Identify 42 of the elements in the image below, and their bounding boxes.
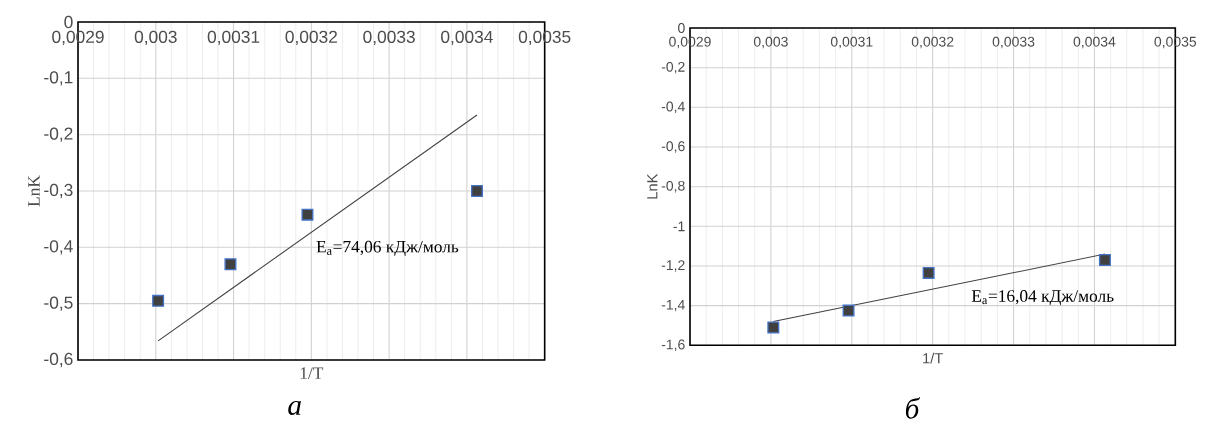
y-tick-label: -0,4	[661, 101, 685, 114]
x-tick-label: 0,003	[134, 30, 177, 46]
y-tick-label: -1	[673, 221, 685, 232]
x-tick-label: 0,0034	[441, 30, 493, 46]
y-tick-label: -0,4	[44, 240, 73, 255]
annotation: E$_{a}$=74,06 кДж/моль	[316, 240, 459, 257]
y-axis-title: LnK	[28, 175, 40, 207]
point	[471, 184, 483, 197]
x-tick-label: 0,0032	[911, 36, 954, 49]
point	[224, 258, 237, 271]
y-tick-label: -0,5	[44, 296, 73, 311]
annotation: E$_{a}$=16,04 кДж/моль	[971, 290, 1114, 306]
y-axis-title: LnK	[647, 173, 658, 199]
x-tick-label: 0,0033	[363, 30, 415, 46]
point	[1098, 254, 1111, 267]
x-tick-label: 0,0031	[207, 30, 260, 46]
y-tick-label: -0,2	[661, 61, 685, 74]
x-tick-label: 0,0033	[992, 36, 1035, 49]
y-tick-label: -0,2	[44, 127, 73, 142]
point	[767, 321, 780, 334]
y-tick-label: -1,6	[661, 339, 685, 352]
y-tick-label: -1,2	[661, 260, 685, 272]
y-tick-label: -0,8	[661, 180, 685, 193]
point	[922, 266, 935, 279]
y-tick-label: 0	[678, 23, 685, 33]
x-tick-label: 0,003	[753, 36, 788, 49]
x-tick-label: 0,0031	[830, 36, 873, 49]
y-tick-label: -1,4	[661, 299, 685, 312]
point	[842, 304, 855, 317]
x-axis-title: 1/T	[923, 352, 943, 364]
x-tick-label: 0,0034	[1073, 36, 1116, 49]
y-tick-label: 0	[64, 15, 73, 29]
y-tick-label: -0,1	[44, 71, 73, 86]
point	[152, 294, 165, 307]
x-tick-label: 0,0032	[285, 30, 337, 46]
text: а	[288, 400, 301, 416]
x-axis-title: 1/T	[300, 367, 324, 379]
y-tick-label: -0,3	[44, 183, 73, 199]
y-tick-label: -0,6	[661, 141, 685, 153]
point	[301, 208, 314, 221]
text: б	[905, 397, 921, 419]
y-tick-label: -0,6	[44, 352, 73, 368]
